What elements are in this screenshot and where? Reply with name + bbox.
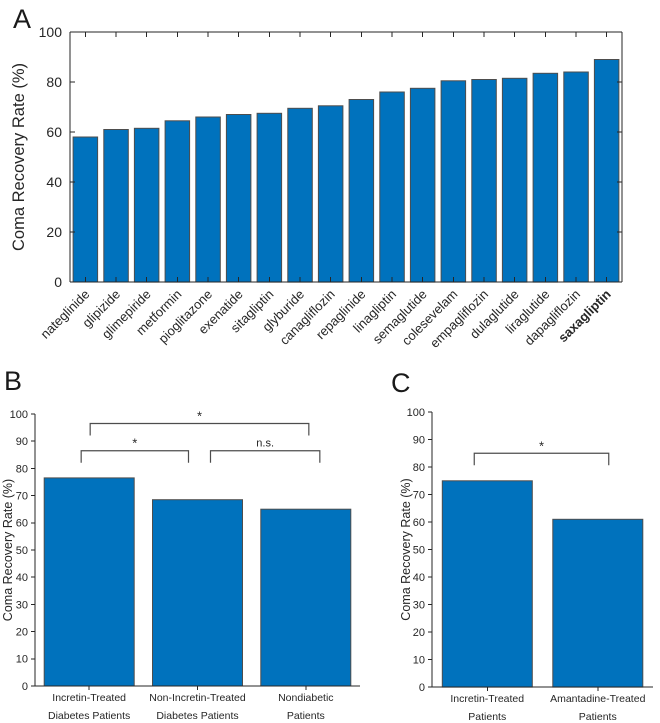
y-tick-label: 100 [10, 409, 28, 421]
y-tick-label: 80 [16, 463, 28, 475]
y-tick-label: 40 [46, 174, 62, 190]
y-axis-label: Coma Recovery Rate (%) [10, 63, 28, 251]
y-tick-label: 40 [16, 572, 28, 584]
y-tick-label: 60 [413, 517, 425, 529]
y-tick-label: 80 [46, 74, 62, 90]
bar-canagliflozin [317, 105, 344, 283]
significance-label: n.s. [256, 438, 274, 450]
x-tick-label-non-incretin-treated-diabetes-patients: Diabetes Patients [156, 710, 238, 722]
significance-bracket [80, 450, 190, 463]
bar-exenatide [225, 114, 252, 283]
y-tick-label: 100 [407, 407, 425, 419]
panel-b-chart: 0 10 20 30 40 50 60 70 80 90 100 Incretin-Treated Di… [1, 409, 360, 722]
y-tick-label: 50 [413, 544, 425, 556]
panel-c-chart: 0 10 20 30 40 50 60 70 80 90 100 Incretin-Treated Pa… [399, 407, 653, 723]
bar-metformin [164, 120, 191, 283]
y-tick-label: 20 [46, 224, 62, 240]
bar-incretin-treated-patients [441, 480, 533, 688]
panel-c-label: C [391, 368, 411, 398]
bar-glimepiride [133, 127, 160, 283]
bar-glyburide [287, 107, 313, 283]
y-tick-label: 40 [413, 572, 425, 584]
y-tick-label: 30 [16, 599, 28, 611]
significance-bracket [89, 422, 310, 436]
x-tick-label-non-incretin-treated-diabetes-patients: Non-Incretin-Treated [149, 692, 246, 704]
bar-repaglinide [348, 99, 375, 283]
x-tick-label-amantadine-treated-patients: Patients [579, 711, 617, 723]
bar-semaglutide [409, 87, 436, 283]
y-tick-label: 60 [46, 124, 62, 140]
bar-incretin-treated-diabetes-patients [43, 477, 135, 687]
y-tick-label: 0 [54, 274, 62, 290]
y-tick-label: 70 [413, 489, 425, 501]
bar-nateglinide [72, 136, 99, 283]
bar-sitagliptin [256, 112, 283, 283]
bar-non-incretin-treated-diabetes-patients [152, 499, 243, 687]
y-tick-label: 50 [16, 545, 28, 557]
x-tick-label-amantadine-treated-patients: Amantadine-Treated [550, 693, 645, 705]
y-tick-label: 90 [16, 436, 28, 448]
y-axis-label: Coma Recovery Rate (%) [1, 479, 15, 621]
bar-liraglutide [532, 72, 559, 283]
y-axis-label: Coma Recovery Rate (%) [399, 478, 413, 620]
x-tick-label-incretin-treated-patients: Incretin-Treated [450, 693, 524, 705]
y-tick-label: 20 [16, 626, 28, 638]
bar-amantadine-treated-patients [552, 518, 644, 688]
bar-dapagliflozin [563, 71, 589, 283]
significance-label: * [132, 436, 137, 451]
bar-linagliptin [379, 91, 405, 283]
bar-glipizide [103, 129, 129, 283]
y-tick-label: 0 [22, 681, 28, 693]
x-tick-label-incretin-treated-diabetes-patients: Incretin-Treated [52, 692, 126, 704]
y-tick-label: 80 [413, 462, 425, 474]
panel-b-label: B [4, 366, 23, 396]
significance-label: * [197, 409, 202, 424]
significance-bracket [209, 450, 321, 463]
x-tick-label-nondiabetic-patients: Nondiabetic [278, 692, 333, 704]
y-tick-label: 20 [413, 627, 425, 639]
x-tick-label-incretin-treated-diabetes-patients: Diabetes Patients [48, 710, 130, 722]
y-tick-label: 10 [16, 654, 28, 666]
x-tick-label-nondiabetic-patients: Patients [287, 710, 325, 722]
panel-c: 0 10 20 30 40 50 60 70 80 90 100 Incretin-Treated Pa… [375, 360, 660, 723]
x-tick-label-incretin-treated-patients: Patients [468, 711, 506, 723]
panel-a-chart: 020406080100nateglinideglipizideglimepir… [10, 24, 623, 351]
bar-colesevelam [440, 80, 467, 283]
panel-b: 0 10 20 30 40 50 60 70 80 90 100 Incretin-Treated Di… [0, 360, 375, 723]
significance-bracket [473, 452, 610, 466]
bar-pioglitazone [195, 116, 221, 283]
bar-saxagliptin [593, 59, 620, 283]
y-tick-label: 10 [413, 654, 425, 666]
y-tick-label: 70 [16, 490, 28, 502]
significance-label: * [539, 438, 544, 453]
bar-dulaglutide [501, 77, 528, 283]
y-tick-label: 30 [413, 599, 425, 611]
y-tick-label: 90 [413, 434, 425, 446]
bar-empagliflozin [471, 79, 497, 283]
y-tick-label: 60 [16, 518, 28, 530]
panel-a-label: A [13, 4, 32, 34]
y-tick-label: 0 [419, 682, 425, 694]
panel-a: 0 20 40 60 80 100 nateglinide glipizide glimepir… [0, 0, 660, 360]
bar-nondiabetic-patients [260, 508, 352, 687]
y-tick-label: 100 [39, 24, 63, 40]
